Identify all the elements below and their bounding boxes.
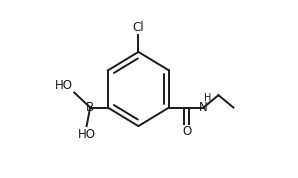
- Text: Cl: Cl: [133, 21, 144, 34]
- Text: O: O: [182, 125, 191, 138]
- Text: B: B: [86, 101, 94, 114]
- Text: N: N: [199, 101, 208, 114]
- Text: HO: HO: [77, 127, 96, 140]
- Text: H: H: [204, 93, 212, 103]
- Text: HO: HO: [55, 79, 73, 92]
